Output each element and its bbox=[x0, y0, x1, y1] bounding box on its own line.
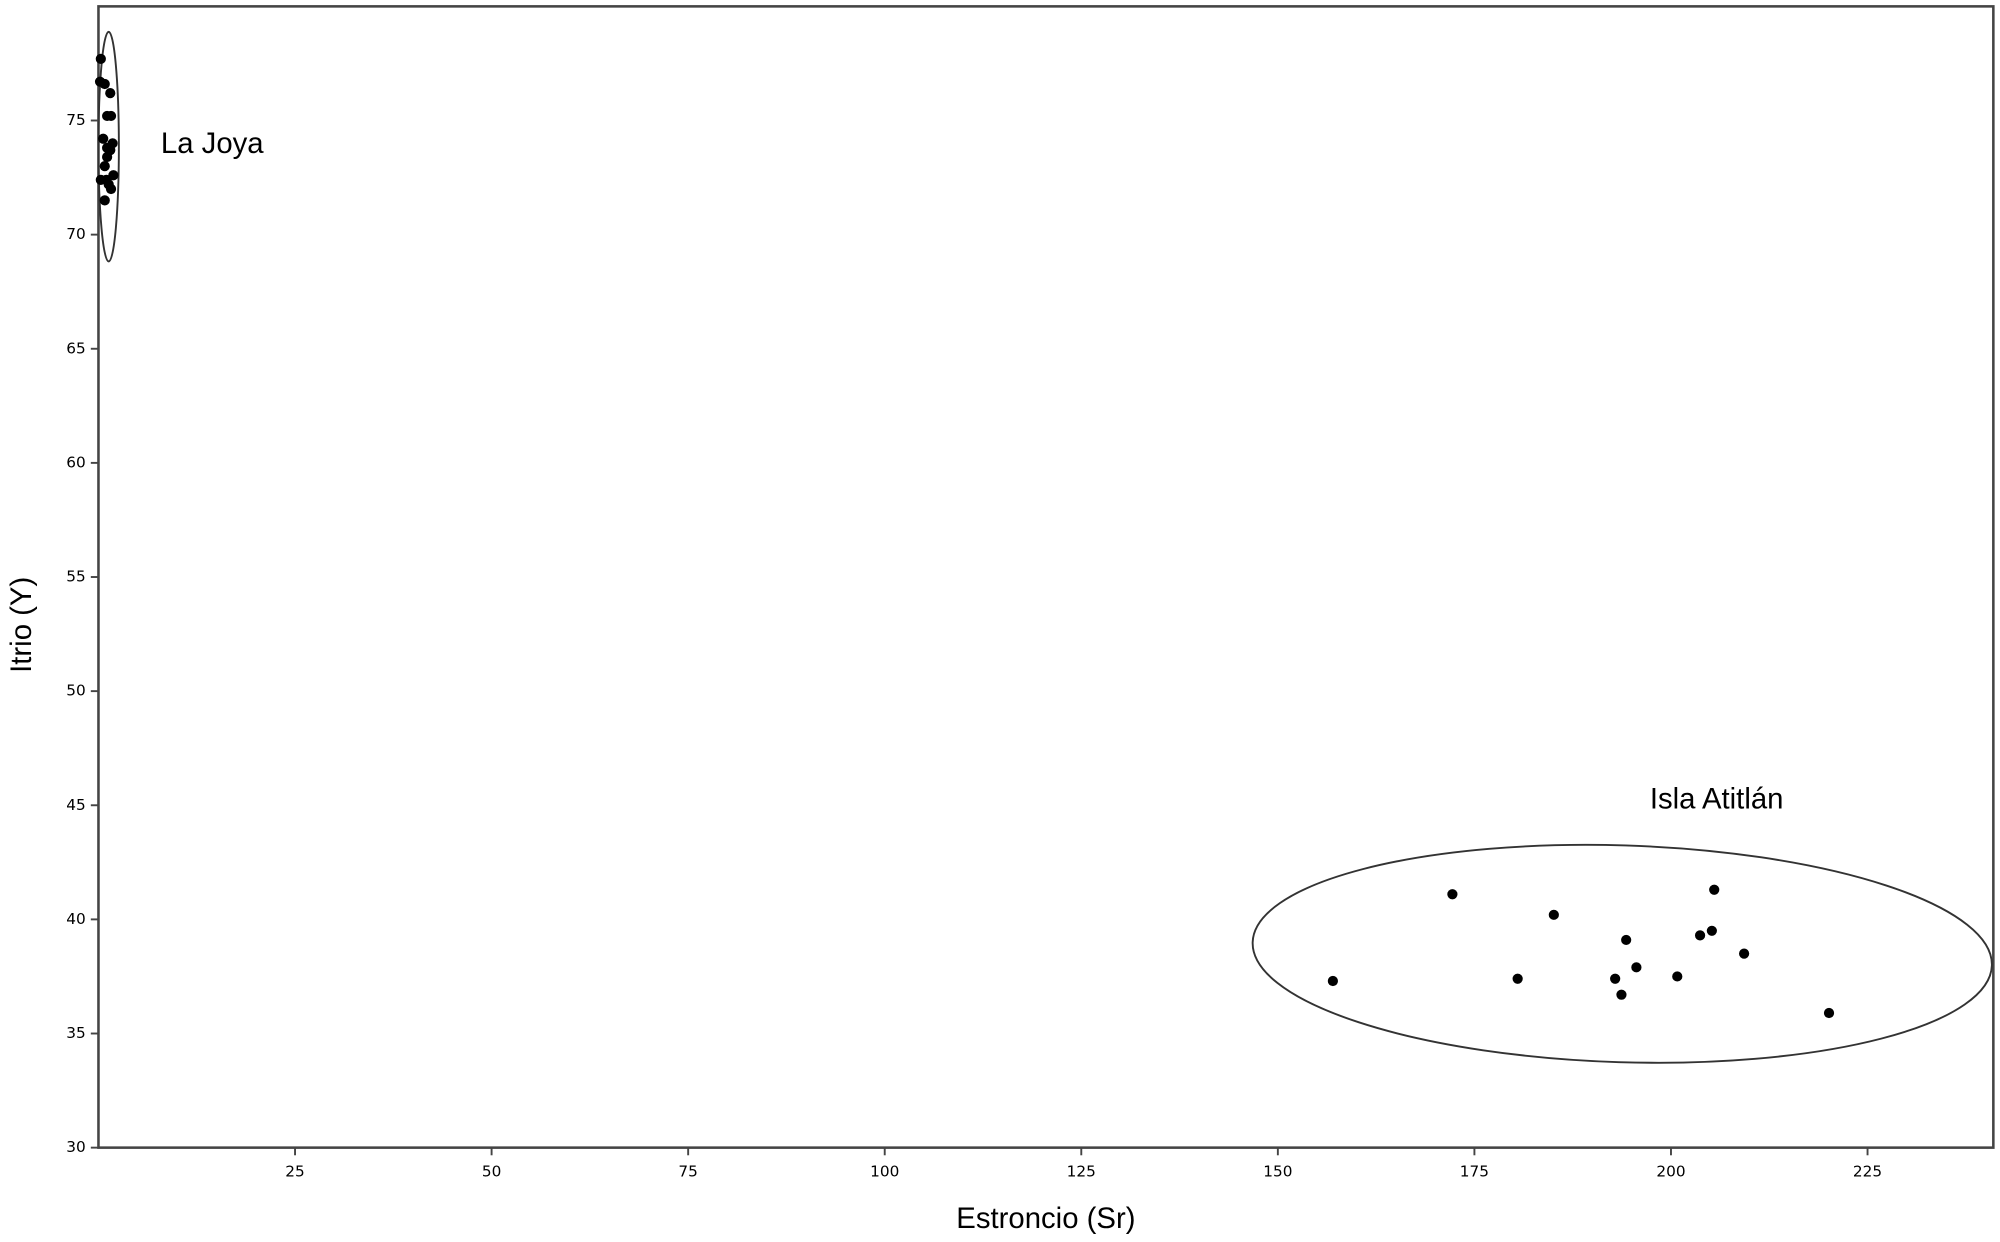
group-ellipse bbox=[97, 30, 120, 263]
y-tick-label: 45 bbox=[66, 796, 85, 814]
point bbox=[99, 161, 110, 172]
y-tick-label: 75 bbox=[66, 111, 85, 129]
y-tick-label: 60 bbox=[66, 453, 85, 471]
x-tick-label: 75 bbox=[678, 1162, 697, 1180]
point bbox=[1447, 889, 1458, 900]
point bbox=[99, 195, 110, 206]
y-tick-label: 30 bbox=[66, 1138, 85, 1156]
point bbox=[102, 151, 113, 163]
y-axis-label: Itrio (Y) bbox=[5, 577, 38, 673]
point bbox=[1616, 989, 1627, 1000]
point bbox=[1327, 975, 1338, 987]
point bbox=[105, 110, 117, 122]
group-ellipse bbox=[1251, 843, 1993, 1064]
point bbox=[1709, 884, 1720, 895]
x-tick-label: 50 bbox=[482, 1162, 501, 1180]
plot-frame bbox=[97, 5, 1995, 1149]
y-tick-label: 35 bbox=[66, 1024, 85, 1042]
y-tick-label: 65 bbox=[66, 339, 85, 357]
point bbox=[1512, 973, 1523, 984]
point bbox=[1739, 948, 1750, 959]
point bbox=[1548, 909, 1559, 920]
point bbox=[99, 78, 110, 90]
point bbox=[1694, 930, 1706, 941]
group-label: Isla Atitlán bbox=[1650, 783, 1784, 816]
point bbox=[98, 133, 109, 144]
x-tick-label: 200 bbox=[1656, 1162, 1685, 1180]
x-axis-label: Estroncio (Sr) bbox=[956, 1202, 1135, 1235]
point bbox=[1706, 925, 1717, 936]
group-label: La Joya bbox=[161, 127, 264, 160]
x-tick-label: 175 bbox=[1460, 1162, 1489, 1180]
x-tick-label: 150 bbox=[1263, 1162, 1292, 1180]
point bbox=[105, 88, 116, 99]
point bbox=[1631, 962, 1642, 973]
x-tick-label: 25 bbox=[285, 1162, 304, 1180]
point bbox=[1823, 1007, 1835, 1019]
x-tick-label: 100 bbox=[870, 1162, 899, 1180]
point bbox=[1610, 973, 1621, 984]
y-tick-label: 55 bbox=[66, 568, 85, 586]
y-tick-label: 70 bbox=[66, 225, 85, 243]
point bbox=[1672, 971, 1683, 982]
point bbox=[95, 53, 106, 64]
point bbox=[1621, 934, 1632, 946]
y-tick-label: 40 bbox=[66, 910, 85, 928]
x-tick-label: 125 bbox=[1067, 1162, 1096, 1180]
x-tick-label: 225 bbox=[1853, 1162, 1882, 1180]
point bbox=[105, 183, 117, 195]
y-tick-label: 50 bbox=[66, 682, 85, 700]
